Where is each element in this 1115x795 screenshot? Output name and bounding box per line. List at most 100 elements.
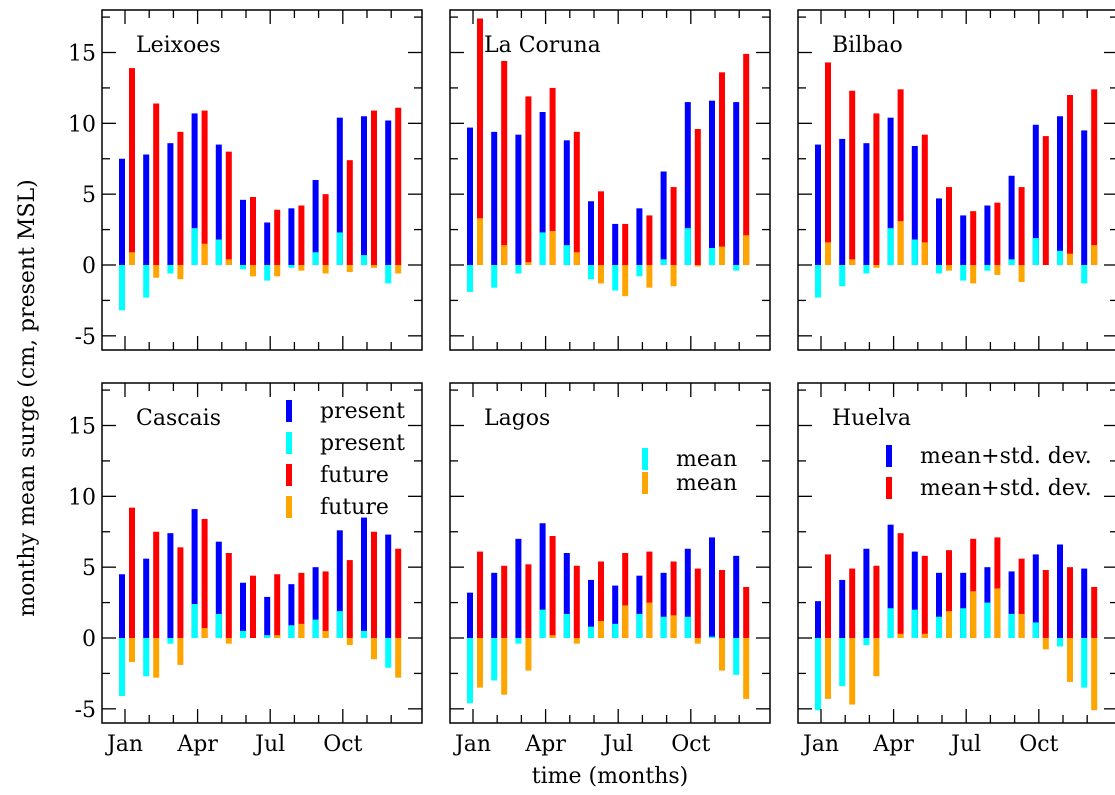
bar-present-std — [936, 198, 942, 265]
bar-present-mean — [588, 626, 594, 638]
bar-future-mean — [201, 243, 208, 265]
bar-present-std — [960, 215, 967, 265]
bar-future-mean — [598, 621, 604, 638]
bar-present-std — [361, 517, 367, 638]
bar-future-mean — [549, 635, 556, 638]
bar-future-std — [322, 571, 329, 638]
bar-future-std — [873, 565, 880, 638]
bar-present-mean — [264, 635, 271, 638]
bar-future-mean — [994, 265, 1001, 275]
bar-present-mean — [815, 638, 821, 711]
bar-future-std — [501, 61, 508, 265]
bar-present-std — [588, 201, 594, 265]
legend-label: mean — [676, 471, 737, 496]
bar-present-mean — [636, 265, 643, 277]
bar-present-mean — [733, 638, 740, 675]
bar-future-mean — [371, 638, 377, 660]
bar-present-mean — [539, 609, 546, 638]
bar-present-std — [911, 146, 918, 265]
bar-future-mean — [153, 638, 160, 678]
bar-present-std — [1081, 130, 1088, 265]
bar-present-std — [1081, 568, 1088, 638]
bar-present-std — [709, 100, 715, 266]
bar-present-mean — [1032, 622, 1039, 638]
bar-present-mean — [361, 630, 367, 638]
bar-future-mean — [743, 235, 750, 265]
bar-future-mean — [525, 262, 532, 265]
bar-future-mean — [921, 633, 928, 638]
bar-present-std — [515, 134, 522, 265]
bar-present-mean — [612, 623, 619, 638]
bar-present-mean — [911, 609, 918, 638]
bar-future-std — [371, 110, 377, 265]
x-axis-title: time (months) — [532, 764, 689, 789]
bar-present-mean — [936, 616, 942, 638]
bar-future-mean — [346, 638, 353, 646]
bar-present-std — [815, 144, 821, 265]
bar-present-mean — [863, 265, 870, 274]
bar-present-std — [491, 572, 498, 638]
bar-future-std — [201, 519, 208, 638]
y-tick-label: 10 — [68, 112, 96, 137]
legend-swatch — [886, 445, 892, 467]
bar-future-std — [395, 107, 402, 265]
plot-frame — [449, 382, 771, 724]
x-tick-label: Jul — [601, 732, 633, 757]
bar-present-mean — [467, 265, 473, 292]
bar-present-std — [539, 523, 546, 638]
bars — [467, 18, 750, 297]
y-tick-label: -5 — [75, 325, 96, 350]
bar-present-mean — [336, 611, 343, 638]
bar-present-std — [636, 575, 643, 638]
y-tick-label: 5 — [82, 183, 96, 208]
bar-present-mean — [839, 265, 846, 287]
bar-future-std — [549, 87, 556, 266]
bar-present-std — [960, 572, 967, 638]
bar-present-std — [936, 572, 942, 638]
plot-frame — [101, 382, 423, 724]
bar-future-std — [129, 507, 135, 638]
bar-present-mean — [264, 265, 271, 281]
x-tick-label: Oct — [1019, 732, 1058, 757]
bar-future-std — [694, 129, 701, 265]
bar-future-std — [670, 187, 677, 265]
bar-present-mean — [887, 228, 894, 265]
bar-future-std — [743, 587, 750, 638]
bar-present-mean — [467, 638, 473, 704]
bar-future-mean — [694, 265, 701, 267]
bar-present-mean — [288, 625, 295, 638]
bar-future-mean — [573, 638, 580, 644]
bar-future-mean — [719, 638, 725, 671]
bar-present-mean — [143, 638, 150, 677]
plot-frame — [101, 9, 423, 351]
y-tick-label: 15 — [68, 42, 96, 67]
bar-future-std — [274, 574, 281, 638]
y-tick-label: 15 — [68, 415, 96, 440]
bar-present-std — [863, 143, 870, 265]
bar-present-std — [815, 601, 821, 638]
x-tick-label: Jan — [105, 732, 143, 757]
panel-title: Lagos — [484, 406, 550, 431]
bar-present-mean — [119, 265, 125, 311]
legend-label: future — [320, 463, 389, 488]
bar-future-std — [873, 113, 880, 266]
y-tick-label: -5 — [75, 698, 96, 723]
bar-present-std — [264, 596, 271, 638]
bar-present-std — [215, 541, 222, 638]
bar-future-std — [501, 565, 508, 638]
bar-present-std — [612, 585, 619, 638]
bar-present-mean — [167, 265, 174, 274]
legend-swatch — [642, 448, 648, 470]
bar-present-std — [143, 154, 150, 265]
bar-present-mean — [733, 265, 740, 271]
bar-future-mean — [395, 265, 402, 274]
bar-future-std — [1067, 567, 1073, 638]
y-tick-label: 10 — [68, 485, 96, 510]
bar-future-mean — [873, 638, 880, 677]
bar-future-mean — [622, 605, 629, 638]
bar-future-std — [921, 134, 928, 265]
bar-present-mean — [240, 630, 246, 638]
bar-future-mean — [525, 638, 532, 671]
bar-future-mean — [153, 265, 160, 278]
bar-present-mean — [984, 602, 991, 638]
